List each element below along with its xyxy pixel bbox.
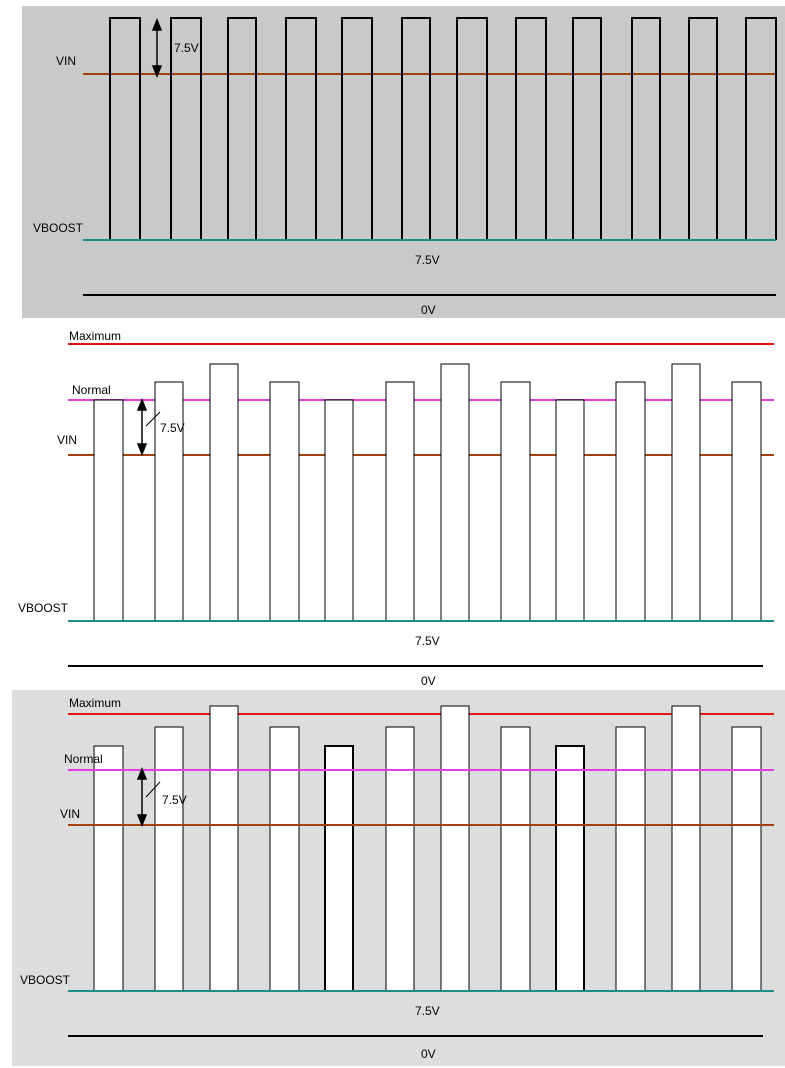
vin-label: VIN	[56, 54, 76, 68]
pulse-bar	[385, 381, 415, 622]
pulse-bar	[324, 745, 354, 992]
pulse-bar	[209, 363, 239, 622]
pulse-bar	[440, 363, 470, 622]
pulse-bar	[209, 705, 239, 992]
pulse-bar	[731, 726, 762, 992]
pulse-bar	[385, 726, 415, 992]
maximum-label: Maximum	[69, 696, 121, 710]
pulse-bar	[500, 381, 531, 622]
pulse-bar	[269, 381, 300, 622]
panel-3: Maximum Normal 7.5V VIN VBOOST 7.5V 0V	[12, 690, 785, 1066]
pulse-bar	[615, 726, 646, 992]
pulse-bar	[154, 381, 184, 622]
mid-voltage-label: 7.5V	[415, 253, 440, 267]
pulse-bar	[93, 399, 124, 622]
step-voltage-label: 7.5V	[162, 793, 187, 807]
step-arrow	[136, 766, 161, 828]
vin-label: VIN	[57, 433, 77, 447]
normal-label: Normal	[64, 752, 103, 766]
vboost-label: VBOOST	[20, 973, 71, 987]
vboost-label: VBOOST	[18, 601, 69, 615]
maximum-label: Maximum	[69, 329, 121, 343]
pulse-bar	[555, 745, 585, 992]
pulse-bar	[671, 363, 701, 622]
pulse-bar	[555, 399, 585, 622]
panel-1: VIN 7.5V VBOOST 7.5V 0V	[22, 6, 785, 318]
step-arrow	[136, 397, 161, 457]
pulse-bar	[671, 705, 701, 992]
pulse-bar	[731, 381, 762, 622]
pulse-bar	[154, 726, 184, 992]
pulse-bars	[93, 363, 762, 622]
vin-label: VIN	[60, 807, 80, 821]
vboost-label: VBOOST	[33, 221, 84, 235]
pulse-bar	[440, 705, 470, 992]
mid-voltage-label: 7.5V	[415, 634, 440, 648]
zero-voltage-label: 0V	[421, 674, 436, 688]
pulse-bar	[93, 745, 124, 992]
panel-2: Maximum Normal 7.5V VIN VBOOST 7.5V 0V	[18, 329, 774, 688]
mid-voltage-label: 7.5V	[415, 1004, 440, 1018]
zero-voltage-label: 0V	[421, 303, 436, 317]
pulse-bar	[324, 399, 354, 622]
step-voltage-label: 7.5V	[174, 41, 199, 55]
pulse-bar	[615, 381, 646, 622]
normal-label: Normal	[72, 383, 111, 397]
pulse-bar	[269, 726, 300, 992]
pulse-bar	[500, 726, 531, 992]
step-voltage-label: 7.5V	[160, 421, 185, 435]
panel-1-background	[22, 6, 785, 318]
step-arrow	[151, 17, 163, 79]
zero-voltage-label: 0V	[421, 1047, 436, 1061]
